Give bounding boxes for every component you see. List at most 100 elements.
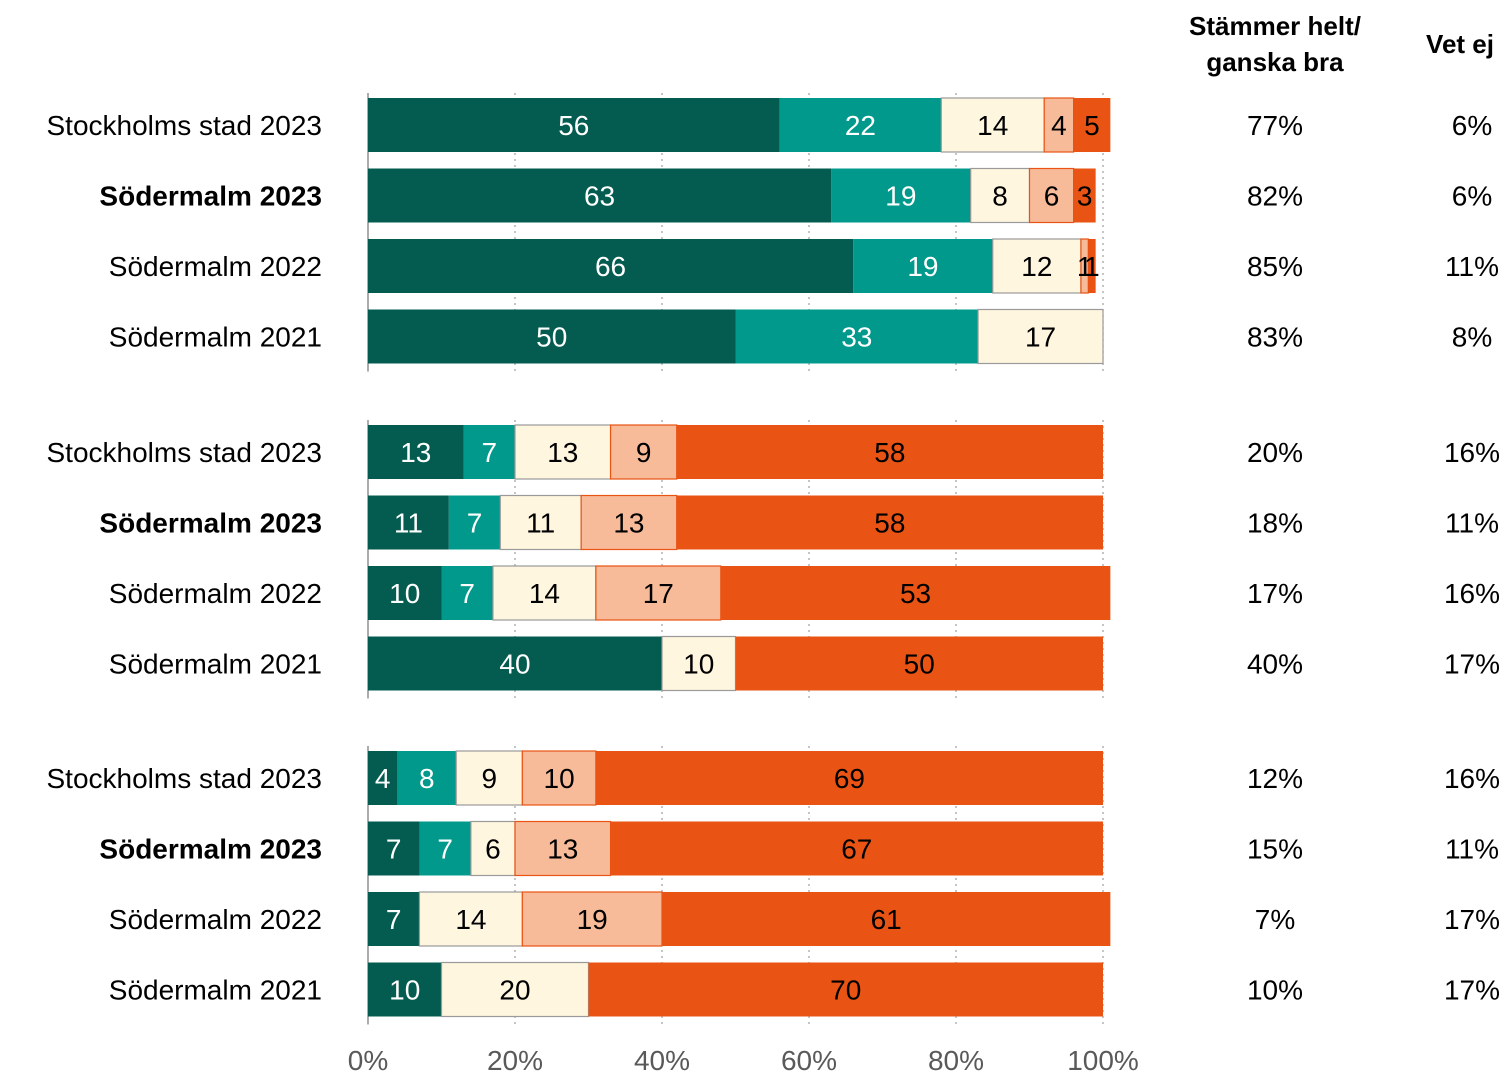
agree-value: 7% <box>1255 904 1295 935</box>
data-label: 3 <box>1077 181 1093 212</box>
data-label: 70 <box>830 975 861 1006</box>
bar-segment <box>662 892 1111 946</box>
data-label: 7 <box>386 834 402 865</box>
data-label: 9 <box>636 437 652 468</box>
x-tick-label: 60% <box>781 1045 837 1074</box>
data-label: 56 <box>558 110 589 141</box>
data-label: 61 <box>871 904 902 935</box>
bar-segment <box>610 821 1103 876</box>
data-label: 13 <box>547 437 578 468</box>
bar-segment <box>676 425 1103 479</box>
dont-know-value: 11% <box>1445 508 1499 539</box>
data-label: 10 <box>389 578 420 609</box>
agree-value: 15% <box>1247 834 1303 865</box>
dont-know-value: 17% <box>1444 975 1500 1006</box>
agree-header-line1: Stämmer helt/ <box>1189 11 1361 41</box>
data-label: 6 <box>1044 181 1060 212</box>
bar-segment <box>368 425 464 479</box>
bar-segment <box>368 309 736 364</box>
data-label: 7 <box>467 508 483 539</box>
data-label: 63 <box>584 181 615 212</box>
category-label: Södermalm 2023 <box>99 508 322 539</box>
bar-segment <box>735 309 979 364</box>
x-tick-label: 0% <box>348 1045 388 1074</box>
bar-segment <box>514 424 612 480</box>
bar-segment <box>455 750 523 806</box>
data-label: 11 <box>526 508 555 539</box>
data-label: 7 <box>437 834 453 865</box>
bar-segment <box>470 820 516 877</box>
agree-value: 18% <box>1247 508 1303 539</box>
dont-know-value: 17% <box>1444 649 1500 680</box>
dont-know-value: 11% <box>1445 251 1499 282</box>
data-label: 4 <box>1051 110 1067 141</box>
dont-know-value: 16% <box>1444 437 1500 468</box>
bar-segment <box>368 751 398 805</box>
data-label: 14 <box>455 904 486 935</box>
data-label: 67 <box>841 834 872 865</box>
bar-segment <box>1080 238 1089 294</box>
agree-value: 85% <box>1247 251 1303 282</box>
dont-know-value: 16% <box>1444 578 1500 609</box>
dont-know-column-header: Vet ej <box>1426 29 1494 59</box>
data-label: 13 <box>613 508 644 539</box>
data-label: 19 <box>907 251 938 282</box>
x-tick-label: 40% <box>634 1045 690 1074</box>
data-label: 69 <box>834 763 865 794</box>
bar-segment <box>735 636 1103 691</box>
category-label: Stockholms stad 2023 <box>47 110 323 141</box>
x-tick-label: 100% <box>1067 1045 1139 1074</box>
x-tick-label: 80% <box>928 1045 984 1074</box>
data-label: 12 <box>1021 251 1052 282</box>
data-label: 6 <box>485 834 501 865</box>
category-label: Södermalm 2021 <box>109 975 322 1006</box>
bar-segment <box>499 494 582 551</box>
bar-segment <box>992 238 1082 294</box>
agree-value: 10% <box>1247 975 1303 1006</box>
data-label: 19 <box>885 181 916 212</box>
category-label: Södermalm 2023 <box>99 181 322 212</box>
agree-value: 12% <box>1247 763 1303 794</box>
data-label: 8 <box>419 763 435 794</box>
data-label: 33 <box>841 322 872 353</box>
bar-segment <box>521 891 663 947</box>
data-label: 50 <box>536 322 567 353</box>
bar-segment <box>418 891 523 947</box>
bar-segment <box>831 168 971 223</box>
agree-value: 17% <box>1247 578 1303 609</box>
bar-segment <box>463 425 515 479</box>
category-label: Södermalm 2023 <box>99 834 322 865</box>
data-label: 1 <box>1084 251 1100 282</box>
bar-segment <box>368 98 780 152</box>
data-label: 7 <box>481 437 497 468</box>
data-label: 50 <box>904 649 935 680</box>
category-label: Södermalm 2022 <box>109 251 322 282</box>
agree-value: 40% <box>1247 649 1303 680</box>
bar-segment <box>1073 168 1096 223</box>
agree-value: 77% <box>1247 110 1303 141</box>
bar-segment <box>441 566 493 620</box>
data-label: 11 <box>394 508 423 539</box>
data-label: 9 <box>481 763 497 794</box>
agree-value: 20% <box>1247 437 1303 468</box>
bar-segment <box>1028 167 1075 224</box>
bar-segment <box>676 495 1103 550</box>
bar-segment <box>368 892 420 946</box>
data-label: 22 <box>845 110 876 141</box>
bar-segment <box>609 424 678 480</box>
dont-know-value: 6% <box>1452 181 1492 212</box>
x-tick-label: 20% <box>487 1045 543 1074</box>
agree-value: 82% <box>1247 181 1303 212</box>
data-label: 5 <box>1084 110 1100 141</box>
data-label: 13 <box>400 437 431 468</box>
category-label: Södermalm 2022 <box>109 904 322 935</box>
bar-segment <box>588 962 1103 1017</box>
data-label: 7 <box>459 578 475 609</box>
bar-segment <box>720 566 1111 620</box>
category-label: Stockholms stad 2023 <box>47 437 323 468</box>
agree-value: 83% <box>1247 322 1303 353</box>
agree-column-header: Stämmer helt/ ganska bra <box>1160 8 1390 80</box>
bar-segment <box>595 751 1103 805</box>
category-label: Södermalm 2021 <box>109 322 322 353</box>
